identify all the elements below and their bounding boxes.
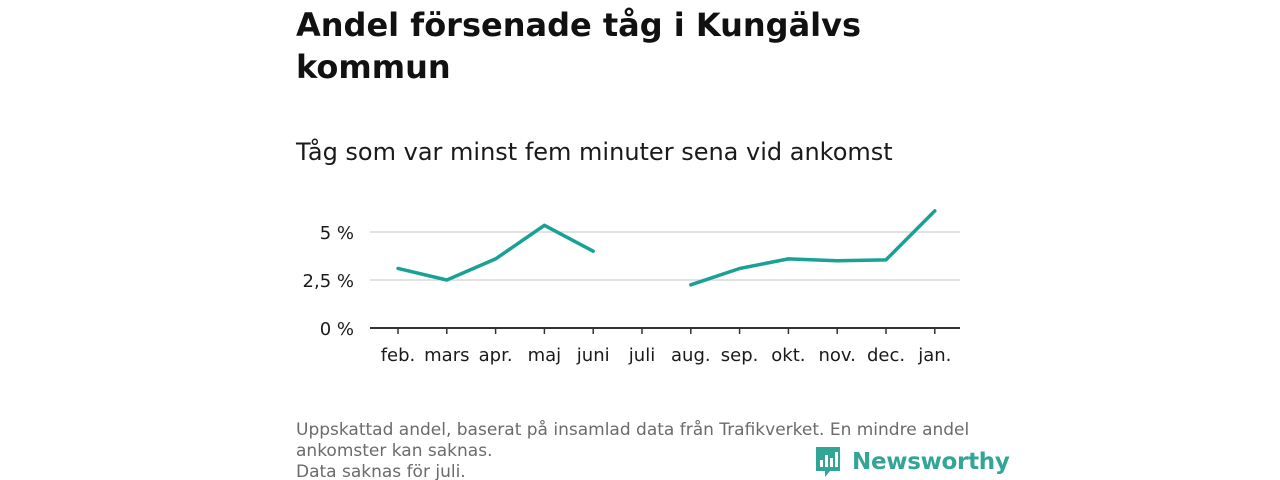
x-tick-label: dec.: [867, 345, 905, 366]
x-tick-label: feb.: [381, 345, 416, 366]
series-line: [689, 209, 937, 287]
x-tick-label: nov.: [818, 345, 855, 366]
line-chart: 0 % 2,5 % 5 % feb. mars apr. maj juni juli aug. se…: [303, 209, 960, 366]
x-tick-label: juni: [576, 345, 610, 366]
series-line: [396, 223, 595, 282]
y-tick-label: 0 %: [320, 319, 354, 340]
x-tick-label: mars: [424, 345, 469, 366]
newsworthy-logo-icon: [816, 447, 840, 477]
x-tick-label: maj: [528, 345, 562, 366]
brand: Newsworthy: [814, 444, 1010, 480]
y-tick-label: 2,5 %: [303, 271, 354, 292]
brand-name: Newsworthy: [852, 449, 1010, 475]
chart-subtitle: Tåg som var minst fem minuter sena vid a…: [296, 138, 893, 166]
x-tick-label: aug.: [671, 345, 711, 366]
x-tick-label: jan.: [917, 345, 951, 366]
chart-footnote: Uppskattad andel, baserat på insamlad da…: [296, 420, 986, 480]
x-tick-label: sep.: [721, 345, 759, 366]
footnote-missing-data: Data saknas för juli.: [296, 462, 466, 480]
x-tick-label: apr.: [479, 345, 513, 366]
y-tick-label: 5 %: [320, 223, 354, 244]
chart-title: Andel försenade tåg i Kungälvs kommun: [296, 6, 862, 86]
x-tick-label: juli: [628, 345, 655, 366]
x-tick-label: okt.: [771, 345, 805, 366]
footnote-source: Uppskattad andel, baserat på insamlad da…: [296, 420, 970, 461]
